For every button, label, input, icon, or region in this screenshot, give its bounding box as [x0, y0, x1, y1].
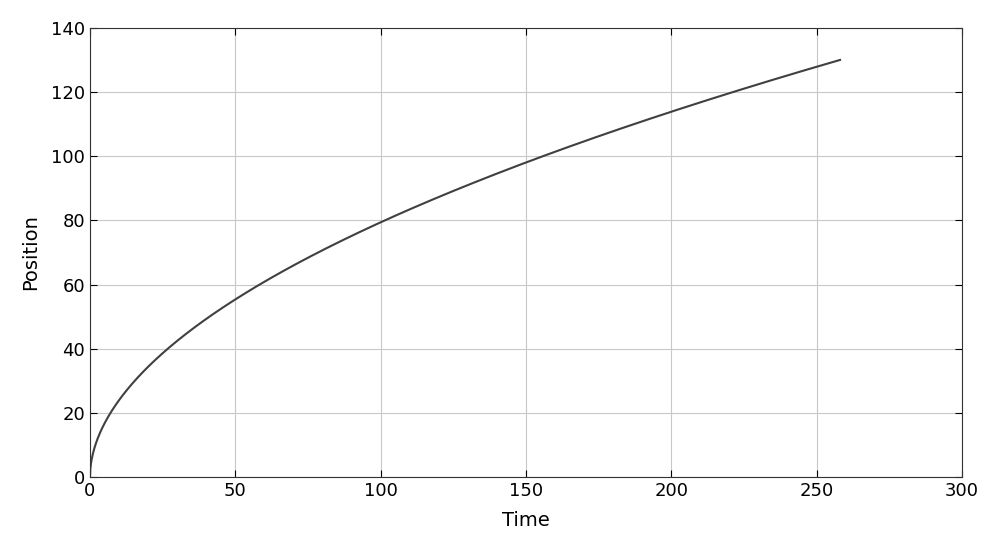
Y-axis label: Position: Position	[21, 214, 40, 290]
X-axis label: Time: Time	[502, 511, 550, 530]
